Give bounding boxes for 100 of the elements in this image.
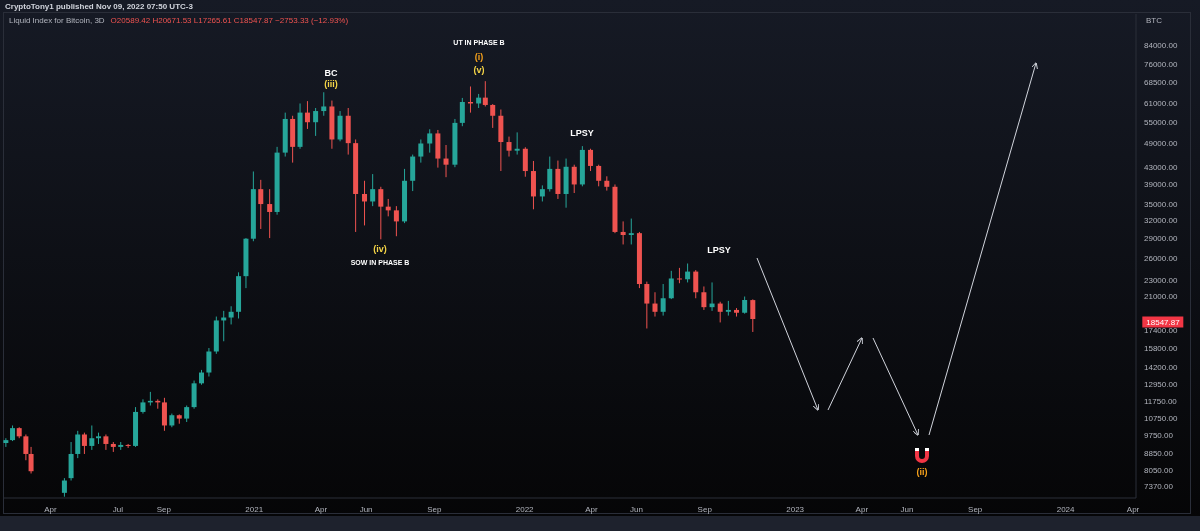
candlestick bbox=[717, 301, 723, 323]
y-tick-label: 8850.00 bbox=[1144, 448, 1174, 458]
x-tick-label: 2024 bbox=[1056, 504, 1076, 514]
y-axis-title: BTC bbox=[1146, 16, 1162, 25]
candlestick bbox=[652, 291, 658, 318]
y-tick-label: 7370.00 bbox=[1144, 481, 1174, 491]
y-tick-label: 32000.00 bbox=[1144, 216, 1178, 226]
y-tick-label: 29000.00 bbox=[1144, 233, 1178, 243]
text: 18547.87 bbox=[1142, 316, 1184, 328]
x-tick-label: Jul bbox=[112, 504, 124, 514]
y-tick-label: 21000.00 bbox=[1144, 292, 1178, 302]
candlestick bbox=[267, 188, 273, 239]
candlestick bbox=[362, 180, 368, 226]
candlestick bbox=[676, 267, 682, 284]
candlestick bbox=[61, 477, 67, 498]
candlestick bbox=[228, 305, 234, 325]
candlestick bbox=[506, 136, 512, 158]
candlestick bbox=[522, 146, 528, 178]
candlestick bbox=[482, 80, 488, 107]
y-tick-label: 61000.00 bbox=[1144, 99, 1178, 109]
candlestick bbox=[660, 283, 666, 317]
x-tick-label: Apr bbox=[855, 504, 869, 514]
x-tick-label: 2023 bbox=[786, 504, 805, 514]
candlestick bbox=[514, 131, 520, 156]
candlestick bbox=[161, 397, 167, 432]
y-tick-label: 15800.00 bbox=[1144, 343, 1178, 353]
candlestick bbox=[571, 164, 577, 194]
y-tick-label: 11750.00 bbox=[1144, 397, 1178, 407]
y-tick-label: 17400.00 bbox=[1144, 326, 1178, 336]
x-tick-label: Sep bbox=[427, 504, 442, 514]
y-tick-label: 8050.00 bbox=[1144, 465, 1174, 475]
candlestick bbox=[304, 100, 310, 130]
candlestick bbox=[459, 97, 465, 127]
candlestick bbox=[750, 298, 756, 333]
y-tick-label: 12950.00 bbox=[1144, 379, 1178, 389]
annotation: LPSY bbox=[707, 245, 731, 255]
candlestick bbox=[337, 110, 343, 142]
annotation: (iii) bbox=[324, 79, 338, 89]
candlestick bbox=[81, 432, 87, 455]
x-tick-label: Jun bbox=[630, 504, 644, 514]
y-tick-label: 39000.00 bbox=[1144, 180, 1178, 190]
x-tick-label: Sep bbox=[156, 504, 172, 514]
y-tick-label: 26000.00 bbox=[1144, 253, 1178, 263]
candlestick bbox=[685, 263, 691, 283]
candlestick bbox=[701, 285, 707, 311]
x-tick-label: 2021 bbox=[245, 504, 264, 514]
x-tick-label: Sep bbox=[968, 504, 983, 514]
annotation: (ii) bbox=[916, 467, 928, 477]
candlestick bbox=[588, 148, 594, 172]
y-tick-label: 35000.00 bbox=[1144, 199, 1178, 209]
candlestick bbox=[490, 103, 496, 129]
candlestick bbox=[89, 424, 95, 451]
y-tick-label: 84000.00 bbox=[1144, 41, 1178, 51]
candlestick bbox=[693, 269, 699, 299]
candlestick bbox=[370, 173, 376, 207]
candlestick bbox=[3, 437, 9, 448]
candlestick bbox=[206, 347, 212, 377]
candlestick bbox=[427, 128, 433, 154]
chart-subtitle: O20589.42 H20671.53 L17265.61 C18547.87 −2753.33 (−12.93%) bbox=[110, 16, 349, 25]
annotation: LPSY bbox=[570, 128, 594, 138]
chart-title: Liquid Index for Bitcoin, 3D bbox=[9, 16, 105, 25]
x-tick-label: Apr bbox=[585, 504, 598, 514]
candlestick bbox=[620, 220, 626, 245]
y-tick-label: 55000.00 bbox=[1144, 118, 1178, 128]
candlestick bbox=[443, 144, 449, 178]
candlestick bbox=[628, 218, 634, 245]
candlestick bbox=[258, 179, 264, 230]
candlestick bbox=[668, 270, 674, 300]
candlestick bbox=[596, 164, 602, 187]
x-tick-label: Apr bbox=[44, 504, 57, 514]
annotation: BC bbox=[324, 68, 338, 78]
y-tick-label: 14200.00 bbox=[1144, 363, 1178, 373]
annotation: (i) bbox=[474, 52, 484, 62]
candlestick bbox=[75, 430, 81, 459]
candlestick bbox=[644, 281, 650, 329]
y-tick-label: 23000.00 bbox=[1144, 275, 1178, 285]
candlestick bbox=[23, 433, 29, 461]
y-tick-label: 49000.00 bbox=[1144, 138, 1178, 148]
annotation: (iv) bbox=[373, 244, 387, 254]
x-tick-label: 2022 bbox=[515, 504, 535, 514]
candlestick bbox=[313, 107, 319, 137]
candlestick bbox=[125, 443, 131, 449]
candlestick bbox=[28, 446, 34, 474]
candlestick bbox=[378, 186, 384, 240]
x-tick-label: Apr bbox=[1126, 504, 1140, 514]
x-tick-label: Jun bbox=[359, 504, 373, 514]
candlestick bbox=[321, 91, 327, 117]
x-tick-label: Jun bbox=[900, 504, 914, 514]
candlestick bbox=[393, 205, 399, 237]
annotation: (v) bbox=[473, 65, 485, 75]
candlestick bbox=[103, 433, 109, 451]
text: CryptoTony1 published Nov 09, 2022 07:50 UTC-3 bbox=[5, 2, 193, 11]
y-tick-label: 10750.00 bbox=[1144, 413, 1178, 423]
y-tick-label: 76000.00 bbox=[1144, 59, 1178, 69]
y-tick-label: 9750.00 bbox=[1144, 431, 1174, 441]
x-tick-label: Sep bbox=[697, 504, 713, 514]
y-tick-label: 43000.00 bbox=[1144, 162, 1178, 172]
x-tick-label: Apr bbox=[314, 504, 328, 514]
candlestick bbox=[418, 138, 424, 164]
y-tick-label: 68500.00 bbox=[1144, 78, 1178, 88]
